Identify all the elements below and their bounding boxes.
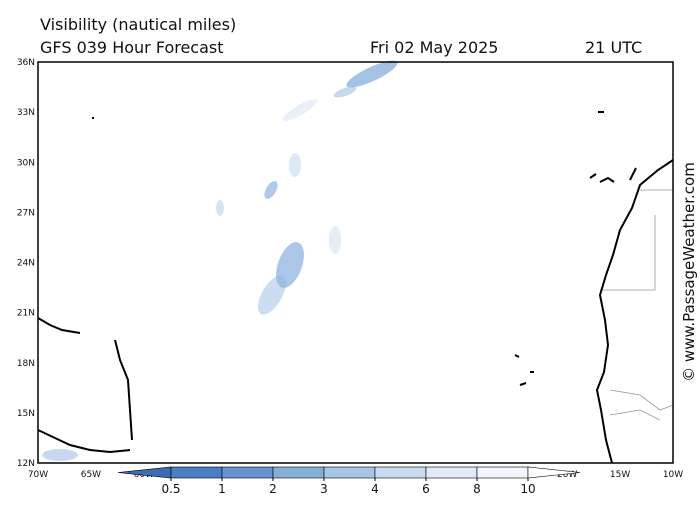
colorbar-segment xyxy=(272,466,325,479)
colorbar-label: 6 xyxy=(422,482,430,496)
lon-label: 15W xyxy=(610,470,630,480)
lat-label: 18N xyxy=(17,359,35,369)
low-vis-area xyxy=(42,449,78,461)
lon-label: 20W xyxy=(557,470,577,480)
low-vis-area xyxy=(346,60,398,88)
low-vis-area xyxy=(329,226,341,254)
colorbar-extend-high xyxy=(527,466,581,479)
coastlines xyxy=(37,111,674,464)
islands xyxy=(92,111,637,386)
lon-label: 65W xyxy=(81,470,101,480)
colorbar-label: 2 xyxy=(269,482,277,496)
lon-label: 10W xyxy=(663,470,683,480)
subtitle: GFS 039 Hour Forecast xyxy=(40,38,224,57)
colorbar-label: 8 xyxy=(473,482,481,496)
low-vis-area xyxy=(333,86,357,98)
low-vis-area xyxy=(264,180,278,200)
low-vis-area xyxy=(276,242,304,288)
low-vis-area xyxy=(216,200,224,216)
axis-labels: 36N33N30N27N24N21N18N15N12N70W65W60W55W5… xyxy=(17,58,683,480)
colorbar-segment xyxy=(221,466,274,479)
low-vis-area xyxy=(282,99,318,121)
low-vis-area xyxy=(289,153,301,177)
lat-label: 21N xyxy=(17,309,35,319)
colorbar-segment xyxy=(374,466,427,479)
colorbar: 0.5 1 2 3 4 6 8 10 xyxy=(117,466,581,496)
watermark: © www.PassageWeather.com xyxy=(680,162,698,382)
visibility-field xyxy=(42,60,398,461)
colorbar-segment xyxy=(476,466,529,479)
colorbar-label: 0.5 xyxy=(161,482,180,496)
colorbar-segment xyxy=(323,466,376,479)
colorbar-segment xyxy=(170,466,223,479)
colorbar-segment xyxy=(425,466,478,479)
colorbar-label: 4 xyxy=(371,482,379,496)
map-frame xyxy=(37,61,674,464)
lat-label: 36N xyxy=(17,58,35,68)
colorbar-label: 3 xyxy=(320,482,328,496)
lat-label: 15N xyxy=(17,409,35,419)
africa-coast xyxy=(595,159,674,464)
lat-label: 24N xyxy=(17,259,35,269)
lat-label: 33N xyxy=(17,108,35,118)
caribbean-coast xyxy=(37,317,133,454)
lat-label: 12N xyxy=(17,459,35,469)
title: Visibility (nautical miles) xyxy=(40,15,236,34)
country-border xyxy=(600,189,674,421)
borders xyxy=(600,189,674,421)
time: 21 UTC xyxy=(585,38,642,57)
colorbar-label: 1 xyxy=(218,482,226,496)
lon-label: 70W xyxy=(28,470,48,480)
date: Fri 02 May 2025 xyxy=(370,38,498,57)
colorbar-label: 10 xyxy=(520,482,535,496)
lat-label: 30N xyxy=(17,158,35,168)
low-vis-area xyxy=(258,275,286,315)
lat-label: 27N xyxy=(17,208,35,218)
